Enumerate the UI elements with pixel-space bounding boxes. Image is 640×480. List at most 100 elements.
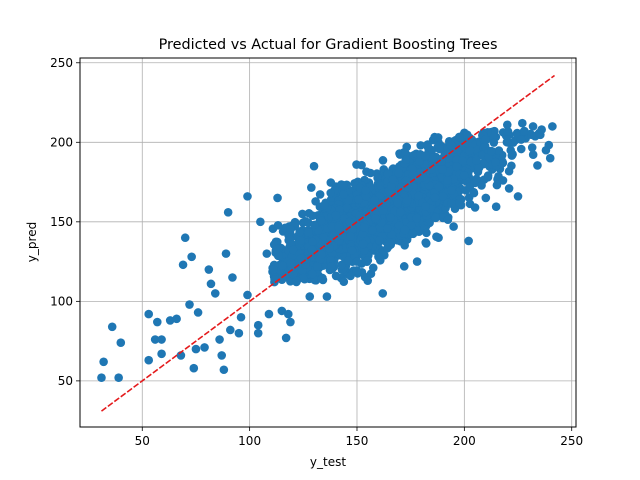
data-point bbox=[507, 161, 516, 171]
data-point bbox=[491, 202, 501, 212]
data-point bbox=[455, 198, 464, 208]
data-point bbox=[406, 221, 416, 230]
data-point bbox=[459, 170, 469, 180]
data-point bbox=[464, 236, 473, 246]
data-point bbox=[223, 207, 233, 217]
reference-line bbox=[100, 74, 556, 412]
data-point bbox=[303, 227, 313, 237]
data-point bbox=[226, 325, 235, 335]
data-point bbox=[262, 249, 272, 258]
data-point bbox=[427, 153, 437, 163]
data-point bbox=[421, 151, 430, 160]
data-point bbox=[548, 122, 557, 131]
data-point bbox=[334, 223, 344, 233]
data-point bbox=[204, 265, 214, 274]
data-point bbox=[474, 163, 484, 173]
data-point bbox=[363, 276, 373, 285]
x-tick-label: 100 bbox=[238, 434, 261, 448]
data-point bbox=[492, 180, 502, 190]
data-point bbox=[277, 306, 287, 316]
data-point bbox=[221, 249, 231, 258]
data-point bbox=[434, 182, 444, 192]
y-tick-label: 200 bbox=[50, 135, 73, 149]
data-point bbox=[527, 143, 537, 152]
data-point bbox=[298, 209, 307, 219]
x-tick-label: 250 bbox=[560, 434, 583, 448]
data-point bbox=[401, 176, 411, 186]
y-tick-label: 100 bbox=[50, 294, 73, 308]
data-point bbox=[288, 245, 298, 255]
data-point bbox=[412, 213, 422, 223]
data-point bbox=[180, 233, 190, 243]
data-point bbox=[277, 274, 287, 284]
data-point bbox=[503, 127, 513, 136]
data-point bbox=[217, 351, 227, 360]
data-point bbox=[268, 265, 278, 274]
data-point bbox=[219, 365, 229, 375]
data-point bbox=[516, 135, 526, 144]
data-point bbox=[449, 222, 458, 231]
data-points bbox=[97, 118, 557, 382]
data-point bbox=[315, 190, 325, 199]
data-point bbox=[243, 290, 252, 300]
data-point bbox=[458, 156, 467, 166]
data-point bbox=[295, 227, 304, 237]
data-point bbox=[415, 157, 424, 166]
data-point bbox=[339, 277, 349, 286]
data-point bbox=[286, 277, 295, 286]
data-point bbox=[312, 262, 322, 271]
data-point bbox=[320, 200, 329, 210]
data-point bbox=[290, 217, 300, 227]
data-point bbox=[346, 231, 355, 241]
data-point bbox=[443, 215, 453, 224]
data-point bbox=[236, 312, 246, 322]
data-point bbox=[317, 274, 327, 283]
identity-line bbox=[100, 74, 556, 412]
data-point bbox=[283, 309, 293, 319]
data-point bbox=[378, 156, 388, 165]
data-point bbox=[381, 199, 391, 209]
data-point bbox=[386, 213, 396, 222]
data-point bbox=[401, 149, 410, 158]
data-point bbox=[144, 309, 154, 319]
data-point bbox=[541, 145, 551, 155]
data-point bbox=[152, 317, 162, 327]
data-point bbox=[317, 249, 327, 259]
data-point bbox=[422, 228, 431, 238]
data-point bbox=[339, 190, 348, 199]
y-axis-title: y_pred bbox=[25, 222, 39, 262]
data-point bbox=[370, 214, 380, 223]
data-point bbox=[498, 158, 508, 168]
x-tick-label: 200 bbox=[453, 434, 476, 448]
data-point bbox=[286, 317, 295, 327]
data-point bbox=[157, 335, 166, 344]
data-point bbox=[256, 217, 265, 227]
data-point bbox=[326, 255, 336, 265]
data-point bbox=[346, 271, 355, 281]
data-point bbox=[498, 176, 508, 185]
data-point bbox=[400, 225, 410, 235]
data-point bbox=[528, 122, 538, 131]
y-tick-label: 50 bbox=[58, 374, 73, 388]
data-point bbox=[472, 174, 481, 184]
data-point bbox=[362, 167, 371, 176]
data-point bbox=[326, 178, 336, 187]
data-point bbox=[452, 162, 461, 171]
data-point bbox=[278, 261, 287, 271]
data-point bbox=[338, 180, 348, 190]
data-point bbox=[296, 236, 305, 245]
data-point bbox=[178, 260, 188, 270]
data-point bbox=[507, 151, 517, 160]
data-point bbox=[97, 373, 106, 382]
data-point bbox=[359, 223, 369, 232]
data-point bbox=[421, 238, 430, 247]
data-point bbox=[253, 328, 263, 338]
data-point bbox=[193, 308, 203, 317]
data-point bbox=[354, 195, 363, 204]
data-point bbox=[172, 314, 181, 324]
data-point bbox=[402, 196, 412, 205]
data-point bbox=[545, 153, 555, 163]
data-point bbox=[210, 289, 220, 298]
x-tick-label: 150 bbox=[346, 434, 369, 448]
